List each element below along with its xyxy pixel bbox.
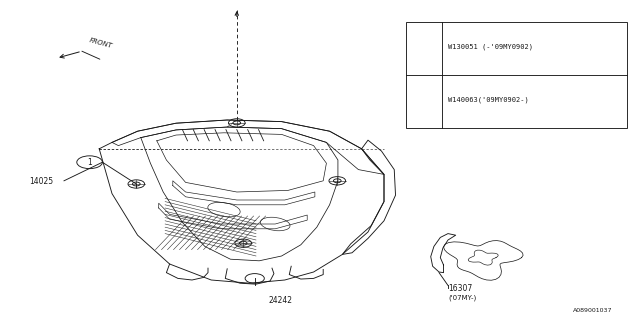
Text: ('07MY-): ('07MY-) xyxy=(448,294,476,301)
Text: 24242: 24242 xyxy=(269,296,293,305)
Text: 14025: 14025 xyxy=(29,177,53,186)
Text: 1: 1 xyxy=(87,158,92,167)
Text: 1: 1 xyxy=(422,44,427,53)
Bar xyxy=(406,22,627,128)
Text: W140063('09MY0902-): W140063('09MY0902-) xyxy=(448,96,529,103)
Text: W130051 (-'09MY0902): W130051 (-'09MY0902) xyxy=(448,44,533,50)
Text: 16307: 16307 xyxy=(448,284,472,293)
Text: FRONT: FRONT xyxy=(88,38,113,50)
Text: A089001037: A089001037 xyxy=(573,308,612,313)
